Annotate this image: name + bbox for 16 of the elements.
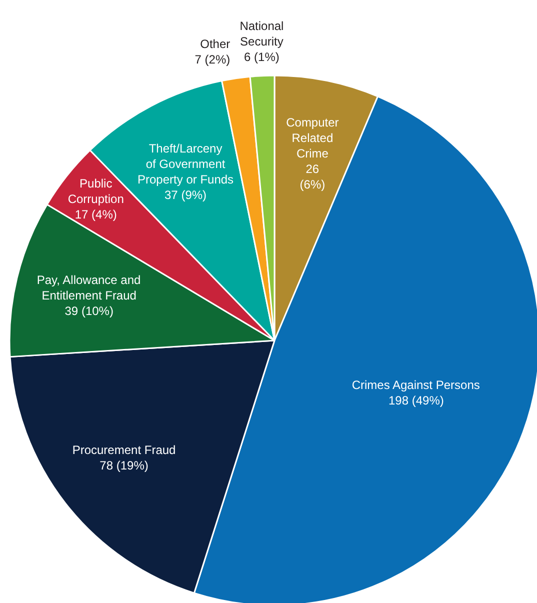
data-label: 17 (4%) (74, 207, 117, 222)
slice-label: Procurement Fraud (72, 443, 176, 458)
slice-label: Other (200, 37, 230, 52)
slice-label: National Security (240, 18, 284, 48)
data-label: 26 (6%) (300, 162, 326, 192)
data-label: 7 (2%) (194, 52, 230, 66)
data-label: 198 (49%) (388, 394, 444, 408)
slice-label: Computer Related Crime (286, 116, 339, 161)
data-label: 78 (19%) (100, 458, 148, 473)
data-label: 37 (9%) (164, 188, 207, 202)
data-label: 6 (1%) (244, 50, 280, 64)
data-label: 39 (10%) (64, 304, 114, 318)
slice-label: Pay, Allowance and Entitlement Fraud (36, 272, 141, 302)
slice-label: Theft/Larceny of Government Property or Funds (138, 142, 234, 186)
slice-label: Public Corruption (68, 176, 124, 206)
slice-label: Crimes Against Persons (352, 378, 480, 392)
